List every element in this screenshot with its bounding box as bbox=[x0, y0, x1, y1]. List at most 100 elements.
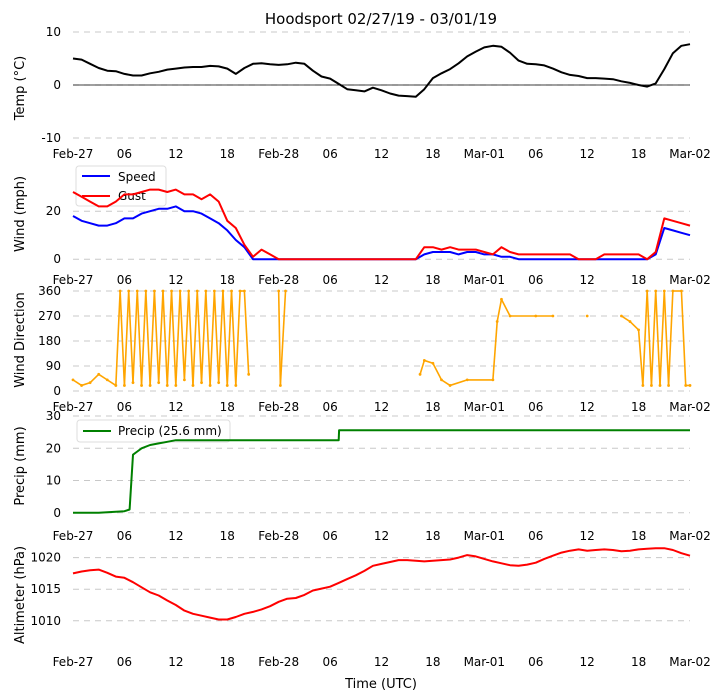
direction-point bbox=[278, 384, 282, 387]
wind-xtick-label: 12 bbox=[580, 273, 595, 287]
altimeter-xtick-label: Feb-28 bbox=[258, 655, 299, 669]
temp-xtick-label: 06 bbox=[322, 147, 337, 161]
temp-xtick-label: 12 bbox=[374, 147, 389, 161]
precip-xtick-label: 06 bbox=[322, 529, 337, 543]
direction-point bbox=[448, 384, 452, 387]
precip-xtick-label: 06 bbox=[117, 529, 132, 543]
direction-point bbox=[170, 289, 173, 293]
temp-ytick-label: 10 bbox=[46, 25, 61, 39]
direction-point bbox=[140, 384, 143, 387]
direction-point bbox=[551, 314, 555, 318]
direction-point bbox=[187, 289, 191, 293]
direction-point bbox=[680, 289, 683, 293]
direction-point bbox=[671, 289, 675, 293]
direction-ytick-label: 360 bbox=[38, 284, 61, 298]
direction-point bbox=[191, 384, 195, 387]
direction-ytick-label: 0 bbox=[53, 384, 61, 398]
direction-xtick-label: 06 bbox=[117, 400, 132, 414]
direction-segment bbox=[646, 290, 653, 386]
direction-point bbox=[161, 289, 165, 293]
direction-point bbox=[135, 289, 139, 293]
precip-xtick-label: 12 bbox=[580, 529, 595, 543]
temp-xtick-label: 18 bbox=[631, 147, 646, 161]
direction-point bbox=[225, 384, 229, 387]
direction-segment bbox=[496, 299, 503, 322]
direction-point bbox=[157, 381, 161, 385]
direction-xtick-label: 18 bbox=[220, 400, 235, 414]
direction-segment bbox=[500, 298, 511, 317]
direction-point bbox=[620, 314, 623, 318]
precip-ytick-label: 10 bbox=[46, 474, 61, 488]
temp-xtick-label: Mar-01 bbox=[464, 147, 505, 161]
direction-segment bbox=[187, 290, 194, 386]
wind-ytick-label: 20 bbox=[46, 204, 61, 218]
direction-segment bbox=[279, 290, 287, 386]
altimeter-xtick-label: Feb-27 bbox=[53, 655, 94, 669]
direction-segment bbox=[127, 290, 134, 383]
precip-xtick-label: 18 bbox=[425, 529, 440, 543]
direction-segment bbox=[243, 290, 250, 375]
direction-point bbox=[662, 289, 666, 293]
temp-ytick-label: 0 bbox=[53, 78, 61, 92]
altimeter-xtick-label: 06 bbox=[117, 655, 132, 669]
direction-point bbox=[230, 289, 233, 293]
altimeter-xtick-label: Mar-01 bbox=[464, 655, 505, 669]
x-axis-label: Time (UTC) bbox=[344, 677, 417, 692]
altimeter-xtick-label: 18 bbox=[631, 655, 646, 669]
altimeter-xtick-label: 18 bbox=[220, 655, 235, 669]
direction-point bbox=[534, 314, 538, 318]
altimeter-xtick-label: 18 bbox=[425, 655, 440, 669]
direction-point bbox=[238, 289, 242, 293]
direction-point bbox=[688, 384, 692, 387]
direction-segment bbox=[145, 290, 151, 386]
direction-point bbox=[234, 384, 238, 387]
direction-segment bbox=[166, 290, 173, 386]
altimeter-ytick-label: 1010 bbox=[30, 614, 61, 628]
direction-segment bbox=[663, 290, 670, 386]
direction-segment bbox=[621, 315, 631, 323]
wind-xtick-label: 12 bbox=[374, 273, 389, 287]
direction-point bbox=[114, 384, 118, 387]
direction-point bbox=[221, 289, 225, 293]
direction-segment bbox=[654, 290, 661, 386]
direction-segment bbox=[153, 290, 160, 383]
temp-xtick-label: Mar-02 bbox=[669, 147, 710, 161]
direction-segment bbox=[629, 320, 640, 331]
direction-point bbox=[247, 372, 251, 376]
direction-point bbox=[178, 289, 182, 293]
altimeter-panel: Altimeter (hPa) 1010 1015 1020 Feb-27 06 12 18… bbox=[13, 546, 711, 669]
direction-point bbox=[71, 378, 75, 382]
direction-point bbox=[641, 384, 645, 387]
precip-ytick-label: 30 bbox=[46, 409, 61, 423]
direction-segment bbox=[492, 321, 498, 380]
direction-segment bbox=[175, 290, 181, 386]
wind-legend: Speed Gust bbox=[75, 165, 167, 207]
direction-segment bbox=[659, 290, 666, 386]
wind-xtick-label: Feb-28 bbox=[258, 273, 299, 287]
direction-point bbox=[650, 384, 653, 387]
temp-panel: Temp (°C) -10 0 10 Feb-27 06 12 18 Feb-28 06 12 18… bbox=[13, 25, 711, 161]
temp-xtick-label: 18 bbox=[220, 147, 235, 161]
direction-segment bbox=[106, 379, 117, 387]
wind-ylabel: Wind (mph) bbox=[13, 176, 28, 252]
temp-series-temp bbox=[72, 43, 691, 98]
wind-series-gust bbox=[72, 188, 691, 261]
direction-segment bbox=[183, 290, 190, 380]
precip-legend: Precip (25.6 mm) bbox=[76, 419, 231, 443]
precip-ytick-label: 0 bbox=[53, 506, 61, 520]
precip-xtick-label: 18 bbox=[220, 529, 235, 543]
direction-segment bbox=[81, 381, 91, 387]
direction-point bbox=[183, 378, 186, 382]
altimeter-xtick-label: 12 bbox=[374, 655, 389, 669]
temp-xtick-label: Feb-27 bbox=[53, 147, 94, 161]
temp-xtick-label: 18 bbox=[425, 147, 440, 161]
altimeter-xtick-label: Mar-02 bbox=[669, 655, 710, 669]
precip-ytick-label: 20 bbox=[46, 441, 61, 455]
wind-xtick-label: Mar-02 bbox=[669, 273, 710, 287]
direction-point bbox=[242, 289, 246, 293]
direction-point bbox=[97, 372, 101, 376]
direction-segment bbox=[449, 379, 468, 387]
direction-segment bbox=[680, 290, 687, 386]
direction-point bbox=[500, 297, 503, 301]
direction-segment bbox=[140, 290, 147, 386]
